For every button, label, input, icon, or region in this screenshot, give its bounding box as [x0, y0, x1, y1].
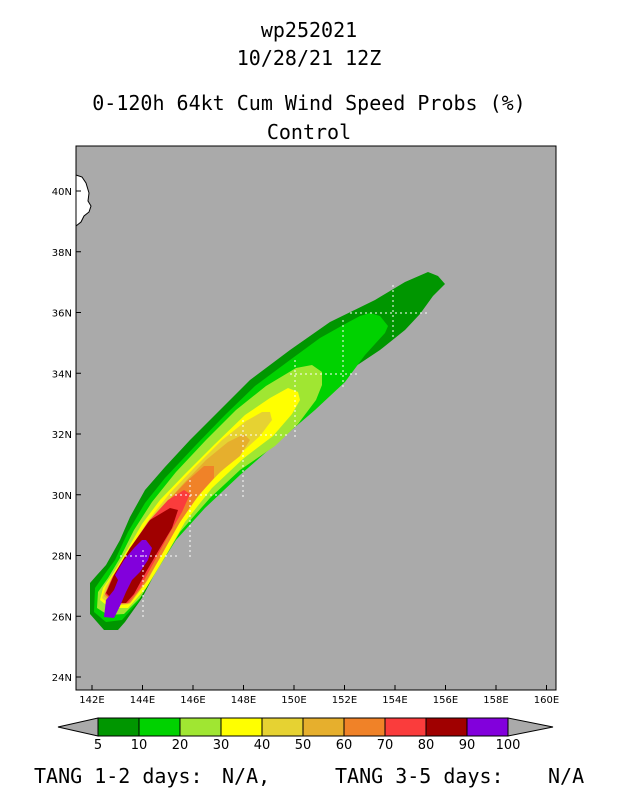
lon-tick-label: 152E	[332, 695, 357, 706]
lat-tick-label: 34N	[52, 369, 72, 380]
colorbar-label: 30	[213, 738, 230, 753]
colorbar-swatch	[384, 717, 427, 737]
colorbar-swatch	[466, 717, 509, 737]
lat-tick-label: 24N	[52, 673, 72, 684]
lon-tick-label: 148E	[231, 695, 256, 706]
lat-tick-label: 30N	[52, 491, 72, 502]
wind-probability-swath	[90, 272, 445, 630]
colorbar-high-arrow	[507, 717, 554, 737]
ensemble-member: Control	[266, 120, 352, 144]
lon-tick-label: 156E	[433, 695, 458, 706]
prob-90-contour	[104, 540, 152, 618]
lat-tick-label: 32N	[52, 430, 72, 441]
colorbar-label: 80	[418, 738, 435, 753]
colorbar-label: 50	[295, 738, 312, 753]
lat-tick-label: 40N	[52, 187, 72, 198]
colorbar-label: 20	[172, 738, 189, 753]
tang-12-label: TANG 1-2 days:	[34, 764, 203, 788]
map-grid	[120, 285, 430, 620]
lon-tick-label: 158E	[483, 695, 508, 706]
lon-tick-label: 146E	[180, 695, 205, 706]
colorbar-label: 5	[94, 738, 102, 753]
colorbar-low-arrow	[57, 717, 99, 737]
colorbar-label: 70	[377, 738, 394, 753]
lat-tick-label: 28N	[52, 552, 72, 563]
colorbar-swatch	[425, 717, 468, 737]
lat-axis: 24N 26N 28N 30N 32N 34N 36N 38N 40N	[52, 187, 81, 684]
tang-12-value: N/A,	[222, 764, 271, 788]
colorbar-swatch	[138, 717, 181, 737]
colorbar-swatch	[179, 717, 222, 737]
colorbar-label: 40	[254, 738, 271, 753]
lon-axis: 142E 144E 146E 148E 150E 152E 154E 156E 158E 160E	[79, 685, 559, 706]
lat-tick-label: 26N	[52, 612, 72, 623]
lat-tick-label: 38N	[52, 248, 72, 259]
colorbar-label: 10	[131, 738, 148, 753]
colorbar: 5 10 20 30 40 50 60 70 80 90 100	[57, 717, 554, 753]
colorbar-label: 100	[496, 738, 521, 753]
colorbar-swatch	[343, 717, 386, 737]
colorbar-swatch	[97, 717, 140, 737]
lon-tick-label: 144E	[130, 695, 155, 706]
colorbar-label: 60	[336, 738, 353, 753]
tang-35-value: N/A	[548, 764, 585, 788]
land-coastline	[75, 174, 92, 228]
lon-tick-label: 160E	[534, 695, 559, 706]
forecast-datetime: 10/28/21 12Z	[236, 46, 382, 70]
map-frame	[75, 145, 557, 691]
lon-tick-label: 154E	[382, 695, 407, 706]
probability-map: 142E 144E 146E 148E 150E 152E 154E 156E 158E 160E…	[52, 145, 559, 753]
storm-id: wp252021	[260, 18, 358, 42]
lat-tick-label: 36N	[52, 309, 72, 320]
tang-35-label: TANG 3-5 days:	[335, 764, 504, 788]
product-title: 0-120h 64kt Cum Wind Speed Probs (%)	[92, 91, 526, 115]
lon-tick-label: 150E	[281, 695, 306, 706]
colorbar-swatch	[302, 717, 345, 737]
lon-tick-label: 142E	[79, 695, 104, 706]
colorbar-label: 90	[459, 738, 476, 753]
colorbar-swatch	[220, 717, 263, 737]
tang-footer: TANG 1-2 days: N/A, TANG 3-5 days: N/A	[0, 764, 618, 794]
colorbar-swatch	[261, 717, 304, 737]
